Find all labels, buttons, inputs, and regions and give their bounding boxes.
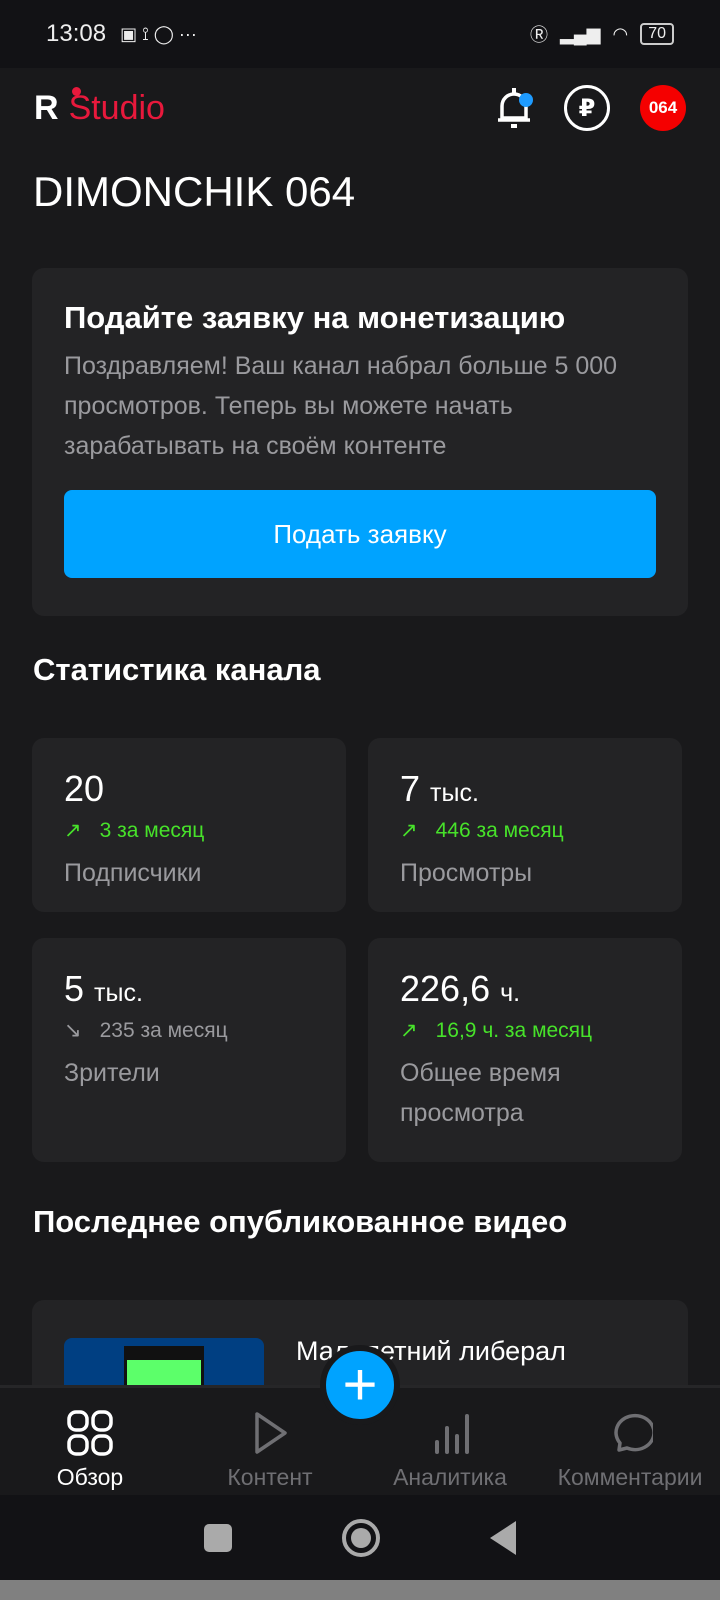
comment-icon xyxy=(614,1413,653,1452)
status-bar: 13:08 ▣ ⟟ ◯ ··· Ⓡ ▂▄▆ ◠ 70 xyxy=(0,0,720,68)
stat-delta-text: 235 за месяц xyxy=(99,1019,228,1042)
stat-unit: тыс. xyxy=(430,779,479,807)
stat-card[interactable]: 20 ↗ 3 за месяц Подписчики xyxy=(32,738,346,912)
promo-text: Поздравляем! Ваш канал набрал больше 5 0… xyxy=(64,352,618,460)
tab-analytics[interactable]: Аналитика xyxy=(360,1388,540,1495)
battery-icon: 70 xyxy=(640,23,674,45)
grid-icon xyxy=(67,1410,113,1456)
stat-unit: тыс. xyxy=(94,979,143,1007)
app-header: R Studio ₽ 064 xyxy=(0,68,720,148)
stat-number: 7 xyxy=(400,768,421,809)
stat-value: 5 тыс. xyxy=(64,968,314,1010)
monetization-card: Подайте заявку на монетизацию Поздравляе… xyxy=(32,268,688,616)
promo-title: Подайте заявку на монетизацию xyxy=(64,300,566,335)
stats-title: Статистика канала xyxy=(33,652,321,687)
tab-label: Контент xyxy=(227,1464,313,1490)
logo-r: R xyxy=(34,88,59,127)
arrow-up-right-icon: ↗ xyxy=(64,819,82,842)
apply-button[interactable]: Подать заявку xyxy=(64,490,656,578)
stat-card[interactable]: 7 тыс. ↗ 446 за месяц Просмотры xyxy=(368,738,682,912)
plus-icon: + xyxy=(342,1351,378,1418)
stat-value: 20 xyxy=(64,768,314,810)
avatar-text: 064 xyxy=(648,98,678,117)
stat-delta-text: 3 за месяц xyxy=(99,819,205,842)
rstudio-logo[interactable]: R Studio xyxy=(34,86,165,128)
home-button[interactable] xyxy=(342,1518,380,1557)
recents-button[interactable] xyxy=(204,1523,232,1552)
tab-label: Аналитика xyxy=(393,1464,507,1490)
latest-video-title: Последнее опубликованное видео xyxy=(33,1204,568,1239)
stat-value: 226,6 ч. xyxy=(400,968,650,1010)
stat-label: Зрители xyxy=(64,1059,160,1087)
stat-label: Просмотры xyxy=(400,859,533,887)
arrow-up-right-icon: ↗ xyxy=(400,819,418,842)
stat-delta: ↘ 235 за месяц xyxy=(64,1018,314,1043)
bell-icon[interactable] xyxy=(494,86,534,130)
tab-overview[interactable]: Обзор xyxy=(0,1388,180,1495)
tab-content[interactable]: Контент xyxy=(180,1388,360,1495)
play-icon xyxy=(255,1412,287,1454)
monetization-button[interactable]: ₽ xyxy=(564,85,610,131)
tab-label: Комментарии xyxy=(557,1464,703,1490)
stat-label: Общее время просмотра xyxy=(400,1059,561,1127)
logo-studio: Studio xyxy=(68,88,165,127)
stat-card[interactable]: 5 тыс. ↘ 235 за месяц Зрители xyxy=(32,938,346,1162)
stat-label: Подписчики xyxy=(64,859,202,887)
stat-delta: ↗ 16,9 ч. за месяц xyxy=(400,1018,650,1043)
stat-delta: ↗ 3 за месяц xyxy=(64,818,314,843)
add-button[interactable]: + xyxy=(320,1345,400,1425)
avatar[interactable]: 064 xyxy=(640,85,686,131)
stat-number: 20 xyxy=(64,768,105,809)
gesture-bar xyxy=(0,1580,720,1600)
arrow-up-right-icon: ↗ xyxy=(400,1019,418,1042)
notification-icons: ▣ ⟟ ◯ ··· xyxy=(120,23,197,44)
stat-delta: ↗ 446 за месяц xyxy=(400,818,650,843)
tab-label: Обзор xyxy=(56,1464,124,1490)
stat-delta-text: 16,9 ч. за месяц xyxy=(435,1019,593,1042)
clock: 13:08 xyxy=(46,20,107,47)
bar-chart-icon xyxy=(435,1414,469,1454)
registered-icon: Ⓡ xyxy=(530,25,549,45)
ruble-icon: ₽ xyxy=(578,94,596,122)
arrow-down-right-icon: ↘ xyxy=(64,1019,82,1042)
stat-delta-text: 446 за месяц xyxy=(435,819,564,842)
stat-unit: ч. xyxy=(500,979,521,1007)
stat-value: 7 тыс. xyxy=(400,768,650,810)
stat-card[interactable]: 226,6 ч. ↗ 16,9 ч. за месяц Общее время п… xyxy=(368,938,682,1162)
stat-number: 5 xyxy=(64,968,85,1009)
system-nav xyxy=(0,1495,720,1580)
wifi-icon: ◠ xyxy=(612,23,629,44)
stat-number: 226,6 xyxy=(400,968,491,1009)
channel-name: DIMONCHIK 064 xyxy=(33,168,356,215)
tab-comments[interactable]: Комментарии xyxy=(540,1388,720,1495)
signal-icon: ▂▄▆ xyxy=(560,23,601,44)
back-button[interactable] xyxy=(490,1520,516,1555)
